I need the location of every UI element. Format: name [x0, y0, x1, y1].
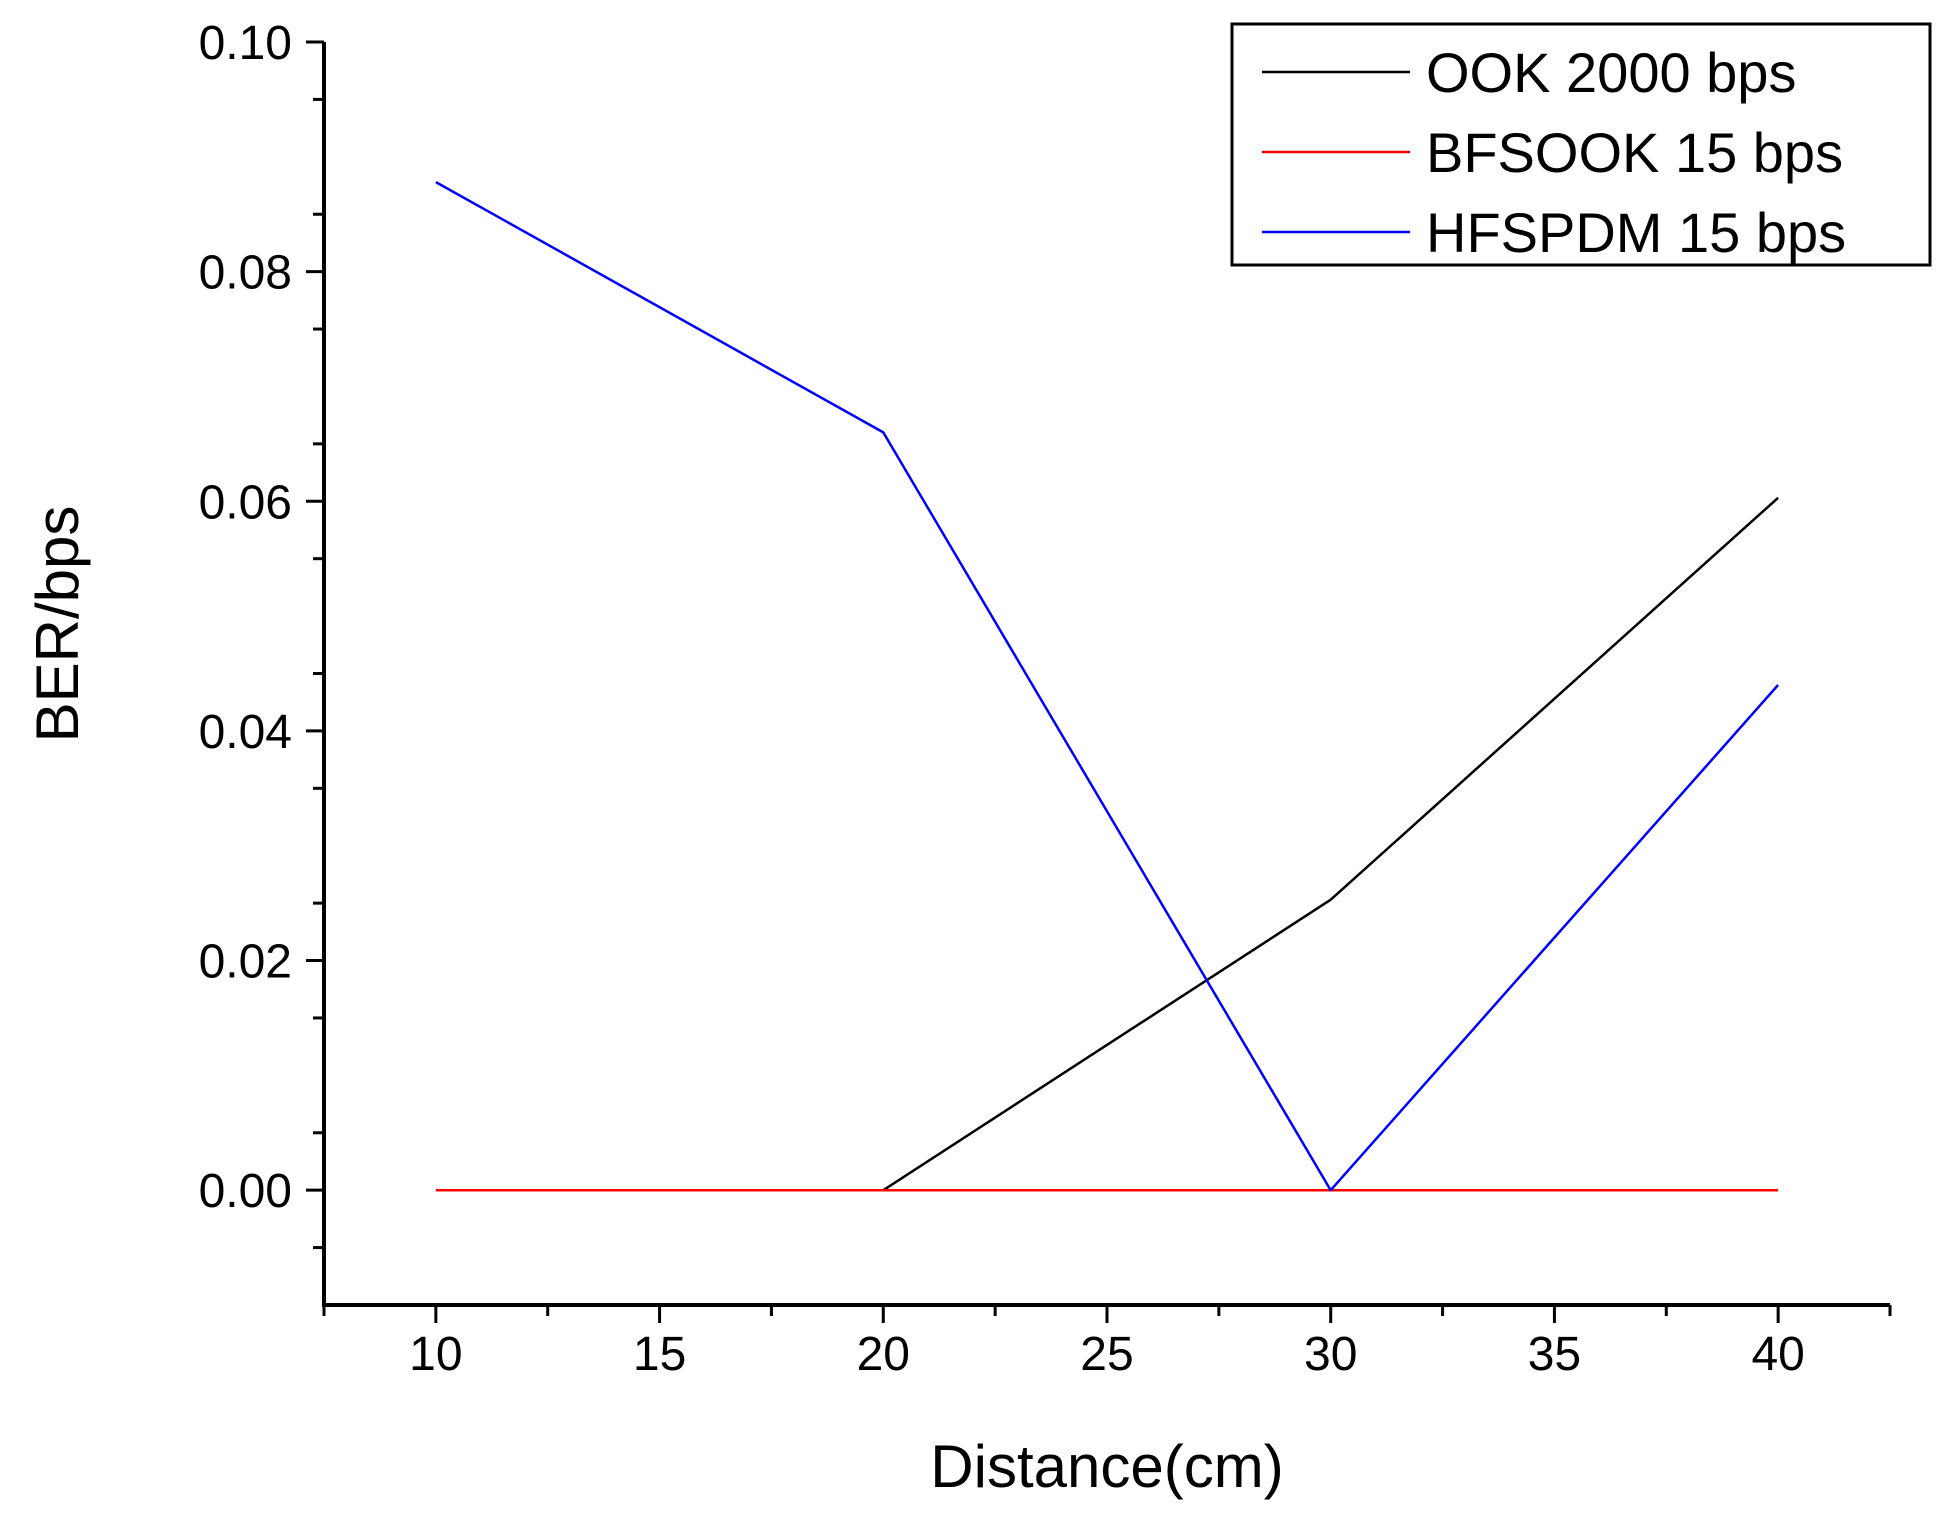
series-line-1	[882, 496, 1779, 1192]
x-tick-label: 20	[857, 1328, 910, 1381]
x-tick-label: 25	[1080, 1328, 1133, 1381]
y-tick-label: 0.10	[199, 17, 292, 70]
x-tick-label: 35	[1528, 1328, 1581, 1381]
y-axis-label: BER/bps	[24, 506, 91, 743]
x-tick-label: 40	[1751, 1328, 1804, 1381]
x-tick-label: 15	[633, 1328, 686, 1381]
series-layer	[435, 181, 1780, 1192]
legend-label-3: HFSPDM 15 bps	[1426, 201, 1846, 264]
y-tick-label: 0.08	[199, 247, 292, 300]
x-tick-label: 30	[1304, 1328, 1357, 1381]
y-tick-label: 0.04	[199, 706, 292, 759]
legend-label-1: OOK 2000 bps	[1426, 41, 1796, 104]
y-tick-label: 0.00	[199, 1165, 292, 1218]
legend-box	[1230, 22, 1932, 267]
y-tick-label: 0.02	[199, 936, 292, 989]
y-tick-label: 0.06	[199, 476, 292, 529]
legend: OOK 2000 bps BFSOOK 15 bps HFSPDM 15 bps	[1230, 22, 1932, 267]
ticks-layer: 10 15 20 25 30 35 40 0.00 0.02 0.04 0.06 0.08 0.10	[199, 17, 1892, 1381]
legend-label-2: BFSOOK 15 bps	[1426, 121, 1843, 184]
x-axis-label: Distance(cm)	[930, 1433, 1283, 1500]
series-line-3	[435, 181, 1780, 1192]
x-tick-label: 10	[409, 1328, 462, 1381]
